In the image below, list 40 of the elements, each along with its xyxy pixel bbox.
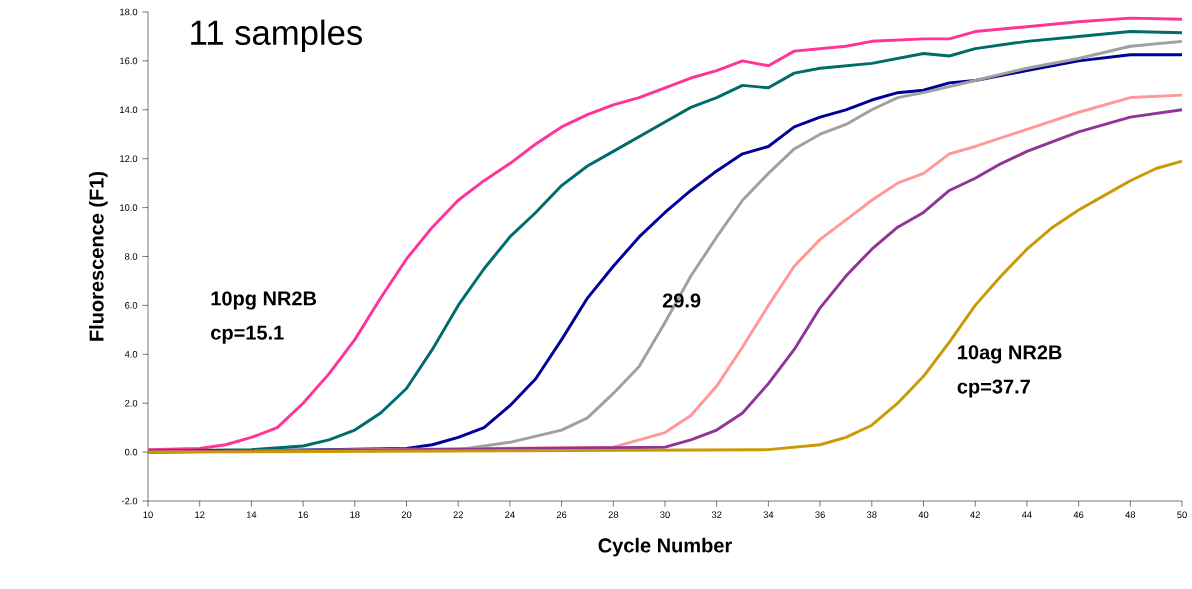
x-tick-label: 28 bbox=[608, 511, 619, 518]
y-tick-label: 10.0 bbox=[120, 204, 138, 211]
x-tick-label: 38 bbox=[866, 511, 877, 518]
x-tick-label: 48 bbox=[1125, 511, 1136, 518]
x-axis-title: Cycle Number bbox=[598, 537, 732, 557]
x-tick-label: 22 bbox=[453, 511, 463, 518]
x-tick-label: 12 bbox=[195, 511, 205, 518]
y-tick-label: 12.0 bbox=[120, 155, 138, 162]
x-tick-label: 14 bbox=[246, 511, 257, 518]
y-tick-label: 0.0 bbox=[124, 448, 138, 456]
annotation: cp=37.7 bbox=[957, 379, 1030, 398]
chart-title: 11 samples bbox=[191, 19, 362, 52]
annotation: 29.9 bbox=[662, 293, 701, 308]
x-tick-label: 24 bbox=[505, 511, 515, 518]
x-tick-label: 46 bbox=[1073, 511, 1084, 518]
y-tick-label: 18.0 bbox=[120, 8, 138, 16]
x-tick-label: 50 bbox=[1177, 511, 1187, 518]
x-tick-label: 44 bbox=[1021, 511, 1032, 518]
x-tick-label: 36 bbox=[815, 511, 825, 518]
x-tick-label: 16 bbox=[298, 511, 308, 518]
x-tick-label: 18 bbox=[350, 511, 360, 518]
y-tick-label: 14.0 bbox=[120, 106, 138, 114]
y-tick-label: 2.0 bbox=[125, 399, 138, 407]
x-tick-label: 40 bbox=[918, 511, 929, 518]
y-tick-label: 8.0 bbox=[125, 253, 138, 260]
x-tick-label: 42 bbox=[970, 511, 980, 518]
y-tick-label: 6.0 bbox=[125, 302, 138, 309]
annotation: 10pg NR2B bbox=[211, 291, 317, 310]
x-tick-label: 34 bbox=[763, 511, 774, 518]
y-axis-title: Fluorescence (F1) bbox=[88, 171, 108, 341]
x-tick-label: 26 bbox=[556, 511, 567, 518]
annotation: cp=15.1 bbox=[211, 325, 284, 344]
y-tick-label: 4.0 bbox=[124, 351, 138, 358]
annotation: 10ag NR2B bbox=[958, 345, 1062, 364]
y-tick-label: 16.0 bbox=[120, 57, 138, 65]
x-tick-label: 20 bbox=[401, 511, 412, 518]
x-tick-label: 10 bbox=[143, 511, 153, 518]
x-tick-label: 30 bbox=[660, 511, 670, 518]
x-tick-label: 32 bbox=[711, 511, 722, 518]
y-tick-label: -2.0 bbox=[121, 497, 138, 505]
